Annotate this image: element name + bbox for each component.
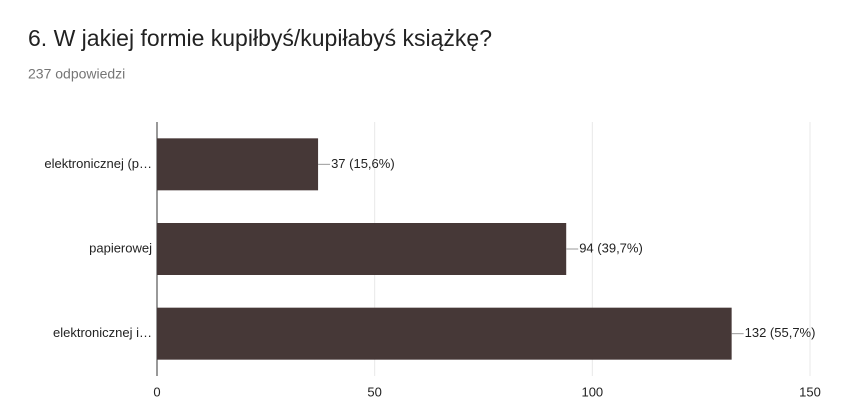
bar <box>157 307 732 360</box>
bar <box>157 223 567 275</box>
value-label: 132 (55,7%) <box>745 325 816 340</box>
value-label: 37 (15,6%) <box>331 156 395 171</box>
x-tick-label: 150 <box>799 384 821 399</box>
y-tick-label: papierowej <box>89 240 152 255</box>
y-tick-label: elektronicznej i… <box>53 325 152 340</box>
value-label: 94 (39,7%) <box>579 240 643 255</box>
y-tick-label: elektronicznej (p… <box>44 156 152 171</box>
x-tick-label: 50 <box>367 384 381 399</box>
chart-subtitle: 237 odpowiedzi <box>28 66 125 82</box>
x-tick-label: 100 <box>581 384 603 399</box>
chart-title: 6. W jakiej formie kupiłbyś/kupiłabyś ks… <box>28 25 492 51</box>
x-tick-label: 0 <box>153 384 160 399</box>
bar <box>157 138 319 191</box>
